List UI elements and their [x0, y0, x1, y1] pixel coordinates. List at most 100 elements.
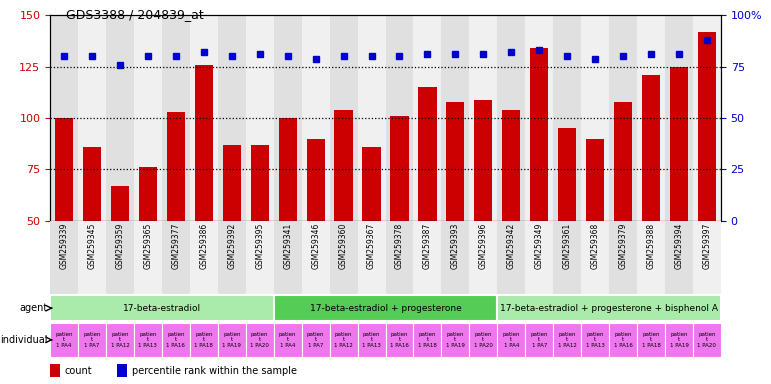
Bar — [167, 112, 185, 221]
Text: GSM259349: GSM259349 — [535, 223, 544, 269]
Text: agent: agent — [19, 303, 47, 313]
Bar — [698, 32, 716, 221]
Text: patien
t
1 PA4: patien t 1 PA4 — [503, 332, 520, 348]
Bar — [223, 145, 241, 221]
Bar — [78, 323, 106, 357]
Bar — [553, 221, 581, 294]
Text: GSM259396: GSM259396 — [479, 223, 488, 269]
Text: patien
t
1 PA20: patien t 1 PA20 — [474, 332, 493, 348]
Bar — [693, 15, 721, 221]
Text: GSM259394: GSM259394 — [675, 223, 683, 269]
Bar — [195, 65, 213, 221]
Text: GSM259345: GSM259345 — [88, 223, 96, 269]
Bar — [614, 102, 632, 221]
Text: patien
t
1 PA16: patien t 1 PA16 — [167, 332, 185, 348]
Text: GSM259377: GSM259377 — [171, 223, 180, 269]
Bar — [441, 323, 470, 357]
Bar — [470, 15, 497, 221]
Bar — [329, 323, 358, 357]
Bar — [362, 147, 381, 221]
Bar — [246, 221, 274, 294]
Text: individual: individual — [0, 335, 47, 345]
Bar — [665, 323, 693, 357]
Bar — [78, 15, 106, 221]
Text: patien
t
1 PA13: patien t 1 PA13 — [586, 332, 604, 348]
Text: GSM259387: GSM259387 — [423, 223, 432, 269]
Text: patien
t
1 PA7: patien t 1 PA7 — [530, 332, 548, 348]
Bar — [586, 139, 604, 221]
Bar — [335, 110, 352, 221]
Bar — [670, 67, 688, 221]
Bar — [470, 323, 497, 357]
Bar — [301, 221, 330, 294]
Text: GSM259397: GSM259397 — [702, 223, 712, 269]
Bar — [497, 323, 525, 357]
Bar — [390, 116, 409, 221]
Bar — [50, 323, 78, 357]
Bar — [413, 221, 441, 294]
Text: patien
t
1 PA12: patien t 1 PA12 — [334, 332, 353, 348]
Text: patien
t
1 PA12: patien t 1 PA12 — [110, 332, 130, 348]
Text: 17-beta-estradiol + progesterone: 17-beta-estradiol + progesterone — [310, 304, 461, 313]
Bar — [581, 221, 609, 294]
Bar — [553, 323, 581, 357]
Bar — [358, 323, 386, 357]
Bar — [693, 323, 721, 357]
Text: patien
t
1 PA16: patien t 1 PA16 — [390, 332, 409, 348]
Bar — [111, 186, 129, 221]
Bar — [525, 15, 553, 221]
Bar — [329, 15, 358, 221]
Text: GSM259392: GSM259392 — [227, 223, 236, 269]
Text: GSM259342: GSM259342 — [507, 223, 516, 269]
Bar — [83, 147, 101, 221]
Bar — [470, 221, 497, 294]
Bar — [441, 15, 470, 221]
Text: GSM259386: GSM259386 — [200, 223, 208, 269]
Bar — [50, 364, 60, 377]
Text: count: count — [65, 366, 93, 376]
Bar — [307, 139, 325, 221]
Bar — [134, 323, 162, 357]
Bar — [106, 221, 134, 294]
Bar — [525, 323, 553, 357]
Bar — [246, 15, 274, 221]
Text: patien
t
1 PA20: patien t 1 PA20 — [251, 332, 269, 348]
Bar — [413, 323, 441, 357]
Text: GSM259365: GSM259365 — [143, 223, 153, 269]
Text: GSM259368: GSM259368 — [591, 223, 600, 269]
Bar — [474, 99, 493, 221]
Text: GSM259393: GSM259393 — [451, 223, 460, 269]
Text: patien
t
1 PA16: patien t 1 PA16 — [614, 332, 632, 348]
Bar — [217, 323, 246, 357]
Bar — [446, 102, 464, 221]
Bar — [50, 15, 78, 221]
Text: GSM259346: GSM259346 — [311, 223, 320, 269]
Text: GSM259367: GSM259367 — [367, 223, 376, 269]
Text: GSM259360: GSM259360 — [339, 223, 348, 269]
Text: patien
t
1 PA7: patien t 1 PA7 — [83, 332, 101, 348]
Bar — [419, 87, 436, 221]
Text: GSM259341: GSM259341 — [283, 223, 292, 269]
Bar — [581, 15, 609, 221]
Bar — [274, 295, 497, 321]
Bar — [637, 221, 665, 294]
Bar — [413, 15, 441, 221]
Bar — [530, 48, 548, 221]
Text: patien
t
1 PA7: patien t 1 PA7 — [307, 332, 325, 348]
Bar — [497, 221, 525, 294]
Bar — [441, 221, 470, 294]
Bar — [217, 221, 246, 294]
Bar — [693, 221, 721, 294]
Text: patien
t
1 PA19: patien t 1 PA19 — [446, 332, 465, 348]
Bar — [609, 221, 637, 294]
Bar — [117, 364, 127, 377]
Bar — [162, 221, 190, 294]
Bar — [190, 323, 217, 357]
Bar — [301, 323, 330, 357]
Text: GSM259361: GSM259361 — [563, 223, 571, 269]
Bar — [525, 221, 553, 294]
Bar — [665, 221, 693, 294]
Text: patien
t
1 PA20: patien t 1 PA20 — [698, 332, 716, 348]
Text: patien
t
1 PA13: patien t 1 PA13 — [139, 332, 157, 348]
Text: patien
t
1 PA18: patien t 1 PA18 — [418, 332, 437, 348]
